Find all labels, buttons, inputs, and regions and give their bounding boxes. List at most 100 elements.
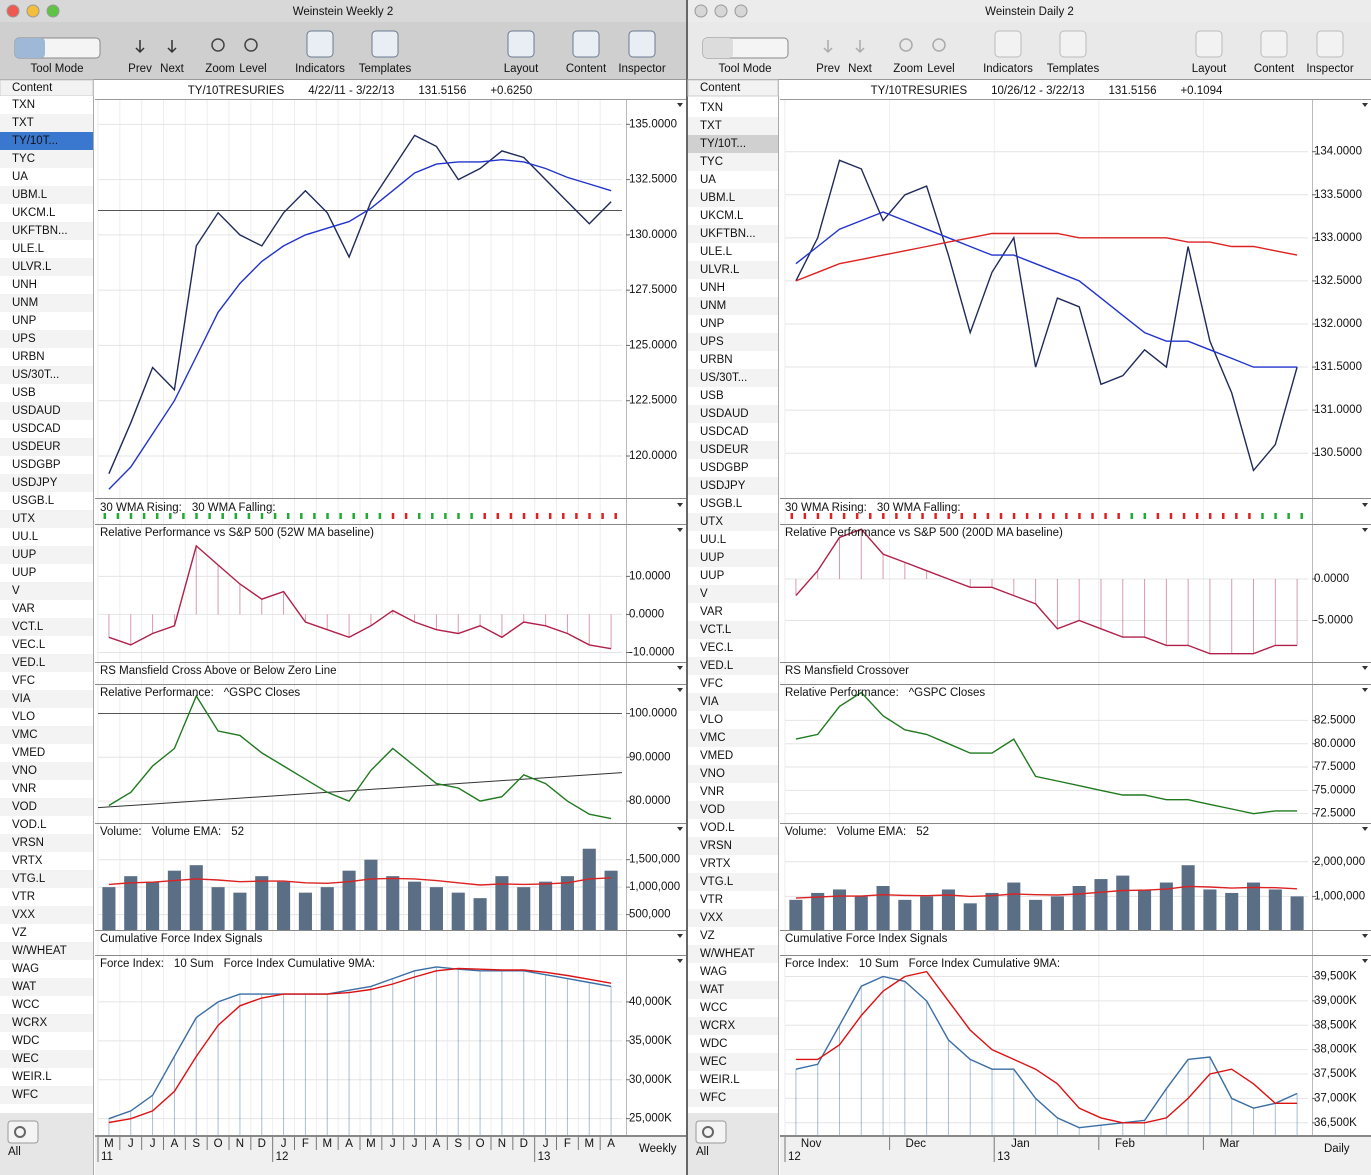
symbol-row[interactable] — [0, 258, 93, 276]
symbol-item[interactable]: TXT — [700, 120, 722, 132]
symbol-row[interactable] — [0, 582, 93, 600]
toolbar-label[interactable]: Prev — [816, 63, 840, 75]
symbol-row[interactable] — [0, 654, 93, 672]
period-label[interactable]: Daily — [1324, 1143, 1350, 1155]
toolbar-icon[interactable] — [244, 38, 258, 52]
symbol-item[interactable]: VOD.L — [12, 819, 47, 831]
symbol-item[interactable]: URBN — [700, 354, 733, 366]
toolbar-icon[interactable] — [994, 30, 1022, 58]
symbol-row[interactable] — [0, 294, 93, 312]
panel-menu[interactable] — [1362, 103, 1368, 107]
toolbar-icon[interactable] — [1059, 30, 1087, 58]
toolbar-icon[interactable] — [1195, 30, 1223, 58]
symbol-item[interactable]: USGB.L — [700, 498, 743, 510]
symbol-row[interactable] — [688, 495, 778, 513]
symbol-item[interactable]: TY/10T... — [12, 135, 58, 147]
symbol-item[interactable]: USDCAD — [12, 423, 61, 435]
symbol-item[interactable]: TYC — [700, 156, 723, 168]
panel-menu[interactable] — [677, 959, 683, 963]
symbol-row[interactable] — [688, 513, 778, 531]
symbol-row[interactable] — [688, 675, 778, 693]
symbol-item[interactable]: VFC — [12, 675, 35, 687]
symbol-row[interactable] — [0, 564, 93, 582]
symbol-row[interactable] — [0, 348, 93, 366]
symbol-item[interactable]: WCC — [12, 999, 39, 1011]
toolbar-label[interactable]: Templates — [359, 63, 412, 75]
symbol-item[interactable]: VNR — [700, 786, 724, 798]
symbol-row[interactable] — [0, 186, 93, 204]
symbol-row[interactable] — [688, 549, 778, 567]
symbol-item[interactable]: VOD — [700, 804, 725, 816]
panel-menu[interactable] — [1362, 959, 1368, 963]
window-button[interactable] — [6, 4, 20, 18]
toolbar-label[interactable]: Templates — [1047, 63, 1100, 75]
symbol-item[interactable]: USDEUR — [700, 444, 749, 456]
symbol-row[interactable] — [688, 747, 778, 765]
toolbar-label[interactable]: Content — [1254, 63, 1295, 75]
toolbar-label[interactable]: Layout — [504, 63, 539, 75]
symbol-item[interactable]: VTG.L — [12, 873, 46, 885]
symbol-item[interactable]: USB — [700, 390, 724, 402]
symbol-row[interactable] — [688, 117, 778, 135]
symbol-item[interactable]: UUP — [700, 570, 725, 582]
symbol-item[interactable]: UPS — [12, 333, 36, 345]
panel-menu[interactable] — [677, 688, 683, 692]
window-button[interactable] — [46, 4, 60, 18]
panel-menu[interactable] — [677, 934, 683, 938]
symbol-item[interactable]: UKFTBN... — [700, 228, 756, 240]
toolbar-label[interactable]: Zoom — [205, 63, 234, 75]
symbol-row[interactable] — [0, 780, 93, 798]
symbol-row[interactable] — [0, 420, 93, 438]
symbol-row[interactable] — [688, 963, 778, 981]
period-label[interactable]: Weekly — [639, 1143, 677, 1155]
symbol-item[interactable]: WDC — [12, 1035, 39, 1047]
symbol-item[interactable]: WCRX — [12, 1017, 47, 1029]
symbol-row[interactable] — [0, 942, 93, 960]
toolbar-label[interactable]: Tool Mode — [30, 63, 83, 75]
panel-menu[interactable] — [1362, 528, 1368, 532]
symbol-item[interactable]: WAG — [700, 966, 727, 978]
symbol-row[interactable] — [0, 240, 93, 258]
symbol-row[interactable] — [0, 834, 93, 852]
symbol-row[interactable] — [0, 816, 93, 834]
symbol-row[interactable] — [688, 99, 778, 117]
symbol-row[interactable] — [688, 1089, 778, 1107]
symbol-item[interactable]: TY/10T... — [700, 138, 746, 150]
symbol-item[interactable]: W/WHEAT — [12, 945, 67, 957]
symbol-item[interactable]: WDC — [700, 1038, 727, 1050]
symbol-row[interactable] — [0, 924, 93, 942]
symbol-item[interactable]: UPS — [700, 336, 724, 348]
symbol-item[interactable]: ULE.L — [12, 243, 45, 255]
symbol-item[interactable]: USDAUD — [12, 405, 61, 417]
symbol-row[interactable] — [688, 729, 778, 747]
symbol-row[interactable] — [688, 423, 778, 441]
toolbar-label[interactable]: Level — [927, 63, 955, 75]
symbol-row[interactable] — [688, 621, 778, 639]
symbol-item[interactable]: VNR — [12, 783, 36, 795]
symbol-item[interactable]: UTX — [700, 516, 723, 528]
symbol-item[interactable]: VRTX — [700, 858, 731, 870]
toolbar-label[interactable]: Layout — [1192, 63, 1227, 75]
symbol-row[interactable] — [688, 783, 778, 801]
symbol-item[interactable]: WAG — [12, 963, 39, 975]
symbol-row[interactable] — [688, 855, 778, 873]
symbol-item[interactable]: UUP — [12, 549, 37, 561]
symbol-row[interactable] — [0, 726, 93, 744]
toolbar-icon[interactable] — [1316, 30, 1344, 58]
symbol-row[interactable] — [688, 459, 778, 477]
window-button[interactable] — [734, 4, 748, 18]
symbol-row[interactable] — [0, 222, 93, 240]
symbol-row[interactable] — [688, 261, 778, 279]
panel-menu[interactable] — [677, 503, 683, 507]
symbol-item[interactable]: UUP — [700, 552, 725, 564]
symbol-item[interactable]: VAR — [700, 606, 723, 618]
symbol-row[interactable] — [0, 276, 93, 294]
toolbar-label[interactable]: Next — [848, 63, 872, 75]
symbol-row[interactable] — [0, 852, 93, 870]
symbol-row[interactable] — [688, 153, 778, 171]
symbol-row[interactable] — [688, 477, 778, 495]
toolbar-icon[interactable] — [572, 30, 600, 58]
symbol-row[interactable] — [0, 996, 93, 1014]
symbol-item[interactable]: WAT — [12, 981, 36, 993]
symbol-item[interactable]: UKCM.L — [700, 210, 744, 222]
